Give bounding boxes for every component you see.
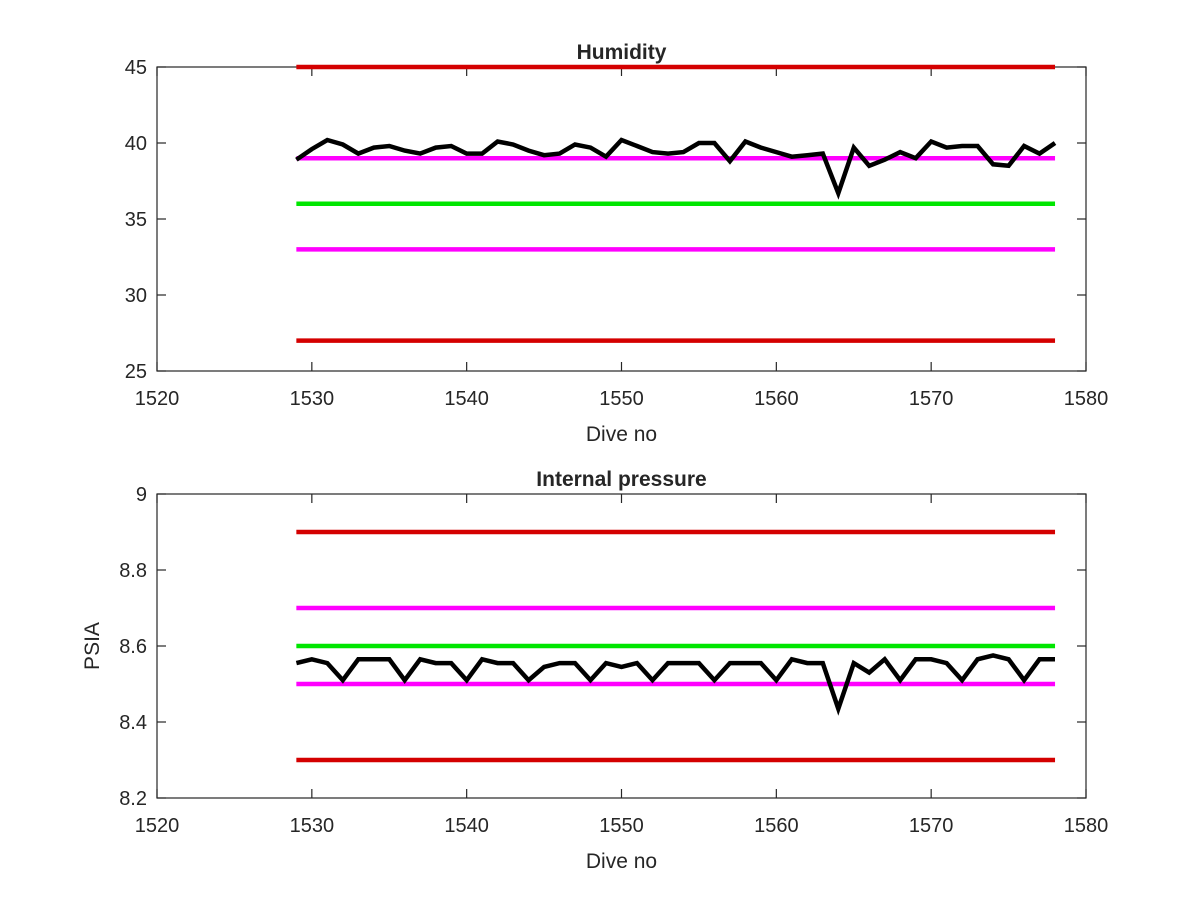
pressure-xtick-label: 1540 bbox=[444, 815, 489, 837]
internal-pressure-plot: 1520 1530 1540 1550 1560 1570 1580 8.2 8.4 8.6 8.8… bbox=[81, 468, 1108, 873]
pressure-ytick-label: 8.8 bbox=[119, 560, 147, 582]
humidity-xtick-label: 1530 bbox=[290, 388, 335, 410]
pressure-ytick-label: 8.4 bbox=[119, 712, 147, 734]
pressure-xtick-label: 1520 bbox=[135, 815, 180, 837]
pressure-ytick-label: 8.6 bbox=[119, 636, 147, 658]
pressure-title: Internal pressure bbox=[536, 468, 706, 491]
humidity-ytick-label: 45 bbox=[125, 57, 147, 79]
pressure-xtick-label: 1580 bbox=[1064, 815, 1109, 837]
pressure-y-axis-label: PSIA bbox=[81, 622, 104, 670]
pressure-xtick-label: 1570 bbox=[909, 815, 954, 837]
pressure-ytick-label: 8.2 bbox=[119, 788, 147, 810]
humidity-axes-frame bbox=[156, 66, 1087, 372]
humidity-xtick-label: 1550 bbox=[599, 388, 644, 410]
humidity-ytick-label: 40 bbox=[125, 133, 147, 155]
humidity-plot: 1520 1530 1540 1550 1560 1570 1580 25 30 35 40 45 Hu… bbox=[125, 41, 1109, 446]
humidity-title: Humidity bbox=[577, 41, 667, 64]
humidity-ytick-label: 35 bbox=[125, 209, 147, 231]
pressure-x-axis-label: Dive no bbox=[586, 850, 657, 873]
pressure-xtick-label: 1530 bbox=[290, 815, 335, 837]
humidity-xtick-label: 1570 bbox=[909, 388, 954, 410]
pressure-xtick-label: 1560 bbox=[754, 815, 799, 837]
humidity-ytick-label: 30 bbox=[125, 285, 147, 307]
humidity-x-axis-label: Dive no bbox=[586, 423, 657, 446]
humidity-xtick-label: 1540 bbox=[444, 388, 489, 410]
humidity-xtick-label: 1520 bbox=[135, 388, 180, 410]
pressure-series-line bbox=[295, 653, 1055, 716]
pressure-xtick-label: 1550 bbox=[599, 815, 644, 837]
humidity-series-line bbox=[295, 137, 1057, 200]
humidity-xtick-label: 1580 bbox=[1064, 388, 1109, 410]
humidity-xtick-label: 1560 bbox=[754, 388, 799, 410]
pressure-ytick-label: 9 bbox=[136, 484, 147, 506]
humidity-ytick-label: 25 bbox=[125, 361, 147, 383]
